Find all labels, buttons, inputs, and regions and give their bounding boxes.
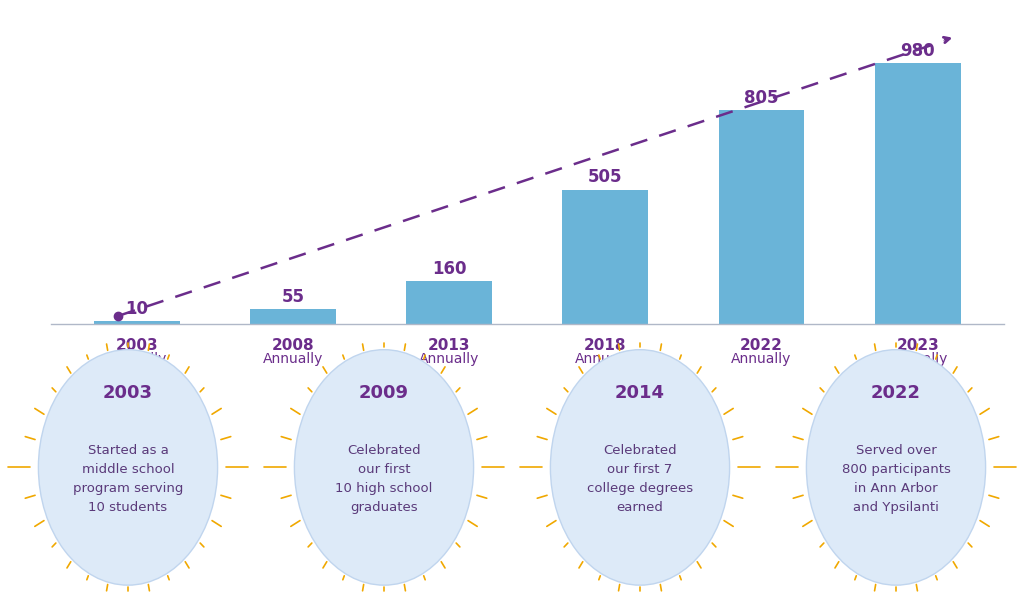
Text: 10: 10 bbox=[126, 300, 148, 318]
Text: 2013: 2013 bbox=[428, 338, 471, 353]
Text: 980: 980 bbox=[900, 42, 935, 60]
Bar bbox=[250, 309, 336, 324]
Text: 2023: 2023 bbox=[896, 338, 939, 353]
Text: Served over
800 participants
in Ann Arbor
and Ypsilanti: Served over 800 participants in Ann Arbo… bbox=[842, 444, 950, 514]
Bar bbox=[719, 110, 805, 324]
Ellipse shape bbox=[807, 349, 985, 585]
Text: Started as a
middle school
program serving
10 students: Started as a middle school program servi… bbox=[73, 444, 183, 514]
Text: 2018: 2018 bbox=[584, 338, 627, 353]
Text: 2003: 2003 bbox=[116, 338, 159, 353]
Text: 2003: 2003 bbox=[103, 384, 153, 402]
Text: 2009: 2009 bbox=[359, 384, 409, 402]
Ellipse shape bbox=[295, 349, 473, 585]
Text: Annually: Annually bbox=[731, 352, 792, 366]
Text: 2008: 2008 bbox=[271, 338, 314, 353]
Text: Annually: Annually bbox=[263, 352, 324, 366]
Text: 55: 55 bbox=[282, 288, 305, 306]
Text: 505: 505 bbox=[588, 169, 623, 186]
Ellipse shape bbox=[551, 349, 729, 585]
Ellipse shape bbox=[39, 349, 217, 585]
Text: 160: 160 bbox=[432, 260, 467, 278]
Text: Annually: Annually bbox=[888, 352, 948, 366]
Bar bbox=[407, 281, 493, 324]
Text: Celebrated
our first 7
college degrees
earned: Celebrated our first 7 college degrees e… bbox=[587, 444, 693, 514]
Text: Annually: Annually bbox=[419, 352, 479, 366]
Text: Annually: Annually bbox=[575, 352, 636, 366]
Text: 2014: 2014 bbox=[615, 384, 665, 402]
Bar bbox=[874, 64, 961, 324]
Text: Celebrated
our first
10 high school
graduates: Celebrated our first 10 high school grad… bbox=[335, 444, 433, 514]
Text: 805: 805 bbox=[744, 89, 779, 107]
Text: 2022: 2022 bbox=[740, 338, 783, 353]
Text: Annually: Annually bbox=[106, 352, 167, 366]
Text: 2022: 2022 bbox=[871, 384, 921, 402]
Bar bbox=[94, 321, 180, 324]
Bar bbox=[562, 189, 648, 324]
